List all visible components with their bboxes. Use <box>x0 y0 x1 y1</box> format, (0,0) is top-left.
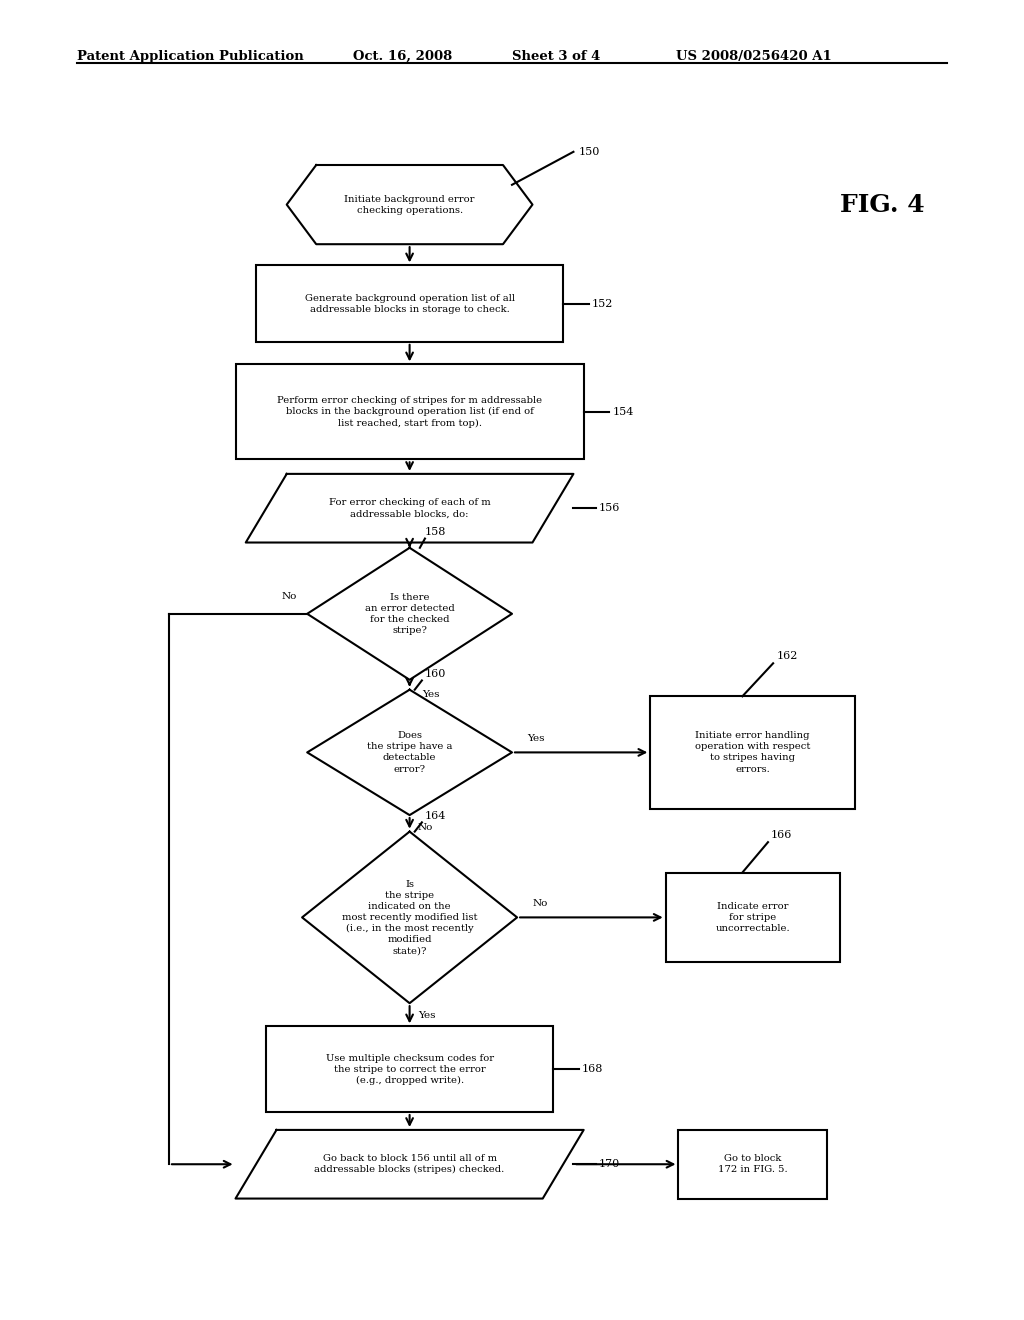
Text: 164: 164 <box>425 810 446 821</box>
Text: No: No <box>532 899 548 908</box>
Polygon shape <box>287 165 532 244</box>
Text: Patent Application Publication: Patent Application Publication <box>77 50 303 63</box>
Bar <box>650 697 855 808</box>
Text: 170: 170 <box>599 1159 621 1170</box>
Bar <box>678 1130 827 1199</box>
Text: No: No <box>282 591 297 601</box>
Bar <box>666 873 840 962</box>
Text: Go back to block 156 until all of m
addressable blocks (stripes) checked.: Go back to block 156 until all of m addr… <box>314 1154 505 1175</box>
Text: Initiate error handling
operation with respect
to stripes having
errors.: Initiate error handling operation with r… <box>695 731 810 774</box>
Text: Perform error checking of stripes for m addressable
blocks in the background ope: Perform error checking of stripes for m … <box>278 396 542 428</box>
Text: Yes: Yes <box>527 734 545 743</box>
Text: Is there
an error detected
for the checked
stripe?: Is there an error detected for the check… <box>365 593 455 635</box>
Text: Is
the stripe
indicated on the
most recently modified list
(i.e., in the most re: Is the stripe indicated on the most rece… <box>342 879 477 956</box>
Text: Does
the stripe have a
detectable
error?: Does the stripe have a detectable error? <box>367 731 453 774</box>
Text: 154: 154 <box>612 407 634 417</box>
Text: 160: 160 <box>425 669 446 678</box>
Polygon shape <box>307 689 512 814</box>
Text: 150: 150 <box>579 147 600 157</box>
Text: 168: 168 <box>582 1064 603 1074</box>
Bar <box>236 364 584 459</box>
Text: Initiate background error
checking operations.: Initiate background error checking opera… <box>344 194 475 215</box>
Text: Oct. 16, 2008: Oct. 16, 2008 <box>353 50 453 63</box>
Polygon shape <box>246 474 573 543</box>
Text: 166: 166 <box>771 829 793 840</box>
Text: 156: 156 <box>599 503 621 513</box>
Text: Yes: Yes <box>418 1011 435 1020</box>
Text: Generate background operation list of all
addressable blocks in storage to check: Generate background operation list of al… <box>304 293 515 314</box>
Text: Sheet 3 of 4: Sheet 3 of 4 <box>512 50 600 63</box>
Text: No: No <box>418 824 433 832</box>
Text: FIG. 4: FIG. 4 <box>840 193 925 216</box>
Text: Go to block
172 in FIG. 5.: Go to block 172 in FIG. 5. <box>718 1154 787 1175</box>
Text: US 2008/0256420 A1: US 2008/0256420 A1 <box>676 50 831 63</box>
Text: 162: 162 <box>776 651 798 660</box>
Bar <box>256 265 563 342</box>
Text: For error checking of each of m
addressable blocks, do:: For error checking of each of m addressa… <box>329 498 490 519</box>
Text: Use multiple checksum codes for
the stripe to correct the error
(e.g., dropped w: Use multiple checksum codes for the stri… <box>326 1053 494 1085</box>
Text: Indicate error
for stripe
uncorrectable.: Indicate error for stripe uncorrectable. <box>716 902 790 933</box>
Text: Yes: Yes <box>422 690 439 700</box>
Polygon shape <box>236 1130 584 1199</box>
Text: 152: 152 <box>592 298 613 309</box>
Polygon shape <box>307 548 512 680</box>
Text: 158: 158 <box>425 527 446 537</box>
Bar <box>266 1027 553 1111</box>
Polygon shape <box>302 832 517 1003</box>
